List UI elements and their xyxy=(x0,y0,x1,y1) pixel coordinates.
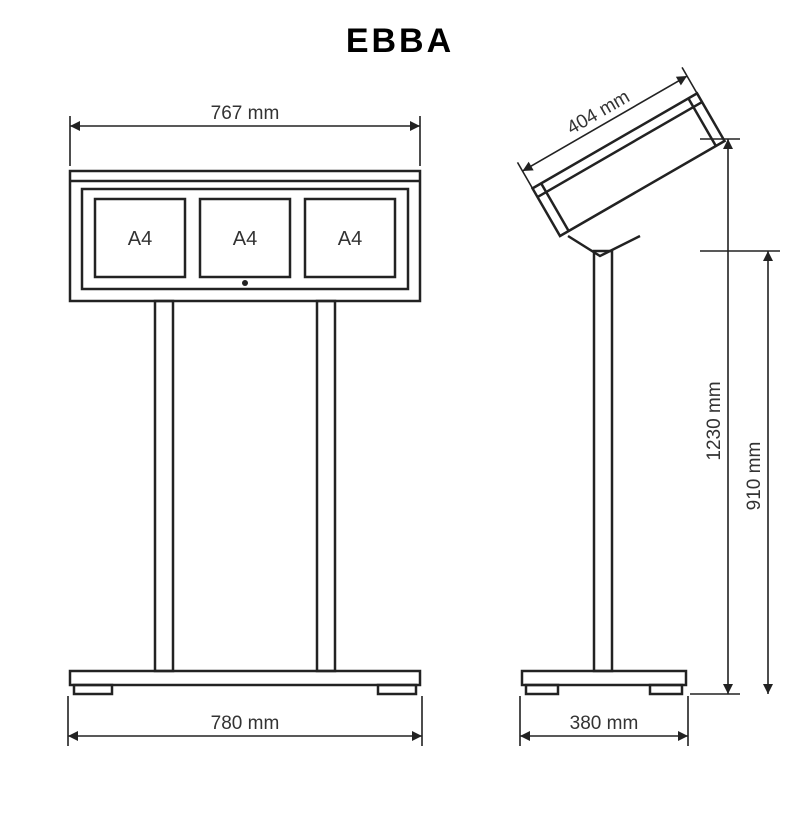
side-view: 404 mm 1230 mm 910 mm xyxy=(511,61,780,746)
dim-side-total-h-label: 1230 mm xyxy=(704,381,725,460)
panel-label-2: A4 xyxy=(338,228,362,250)
dim-side-pole-h: 910 mm xyxy=(700,251,780,694)
dim-side-base-w: 380 mm xyxy=(520,696,688,746)
dim-front-bottom: 780 mm xyxy=(68,696,422,746)
dim-side-pole-h-label: 910 mm xyxy=(744,442,765,511)
product-title: EBBA xyxy=(0,22,800,61)
dim-front-bottom-label: 780 mm xyxy=(211,713,280,734)
dim-front-top: 767 mm xyxy=(70,103,420,166)
dim-side-base-w-label: 380 mm xyxy=(570,713,639,734)
dim-front-top-label: 767 mm xyxy=(211,103,280,124)
lock-icon xyxy=(242,280,248,286)
dim-side-total-h: 1230 mm xyxy=(690,139,740,694)
panel-label-1: A4 xyxy=(233,228,257,250)
panel-label-0: A4 xyxy=(128,228,152,250)
front-view: 767 mm A4 A4 A4 780 mm xyxy=(68,103,422,746)
tech-diagram: 767 mm A4 A4 A4 780 mm xyxy=(0,61,800,791)
